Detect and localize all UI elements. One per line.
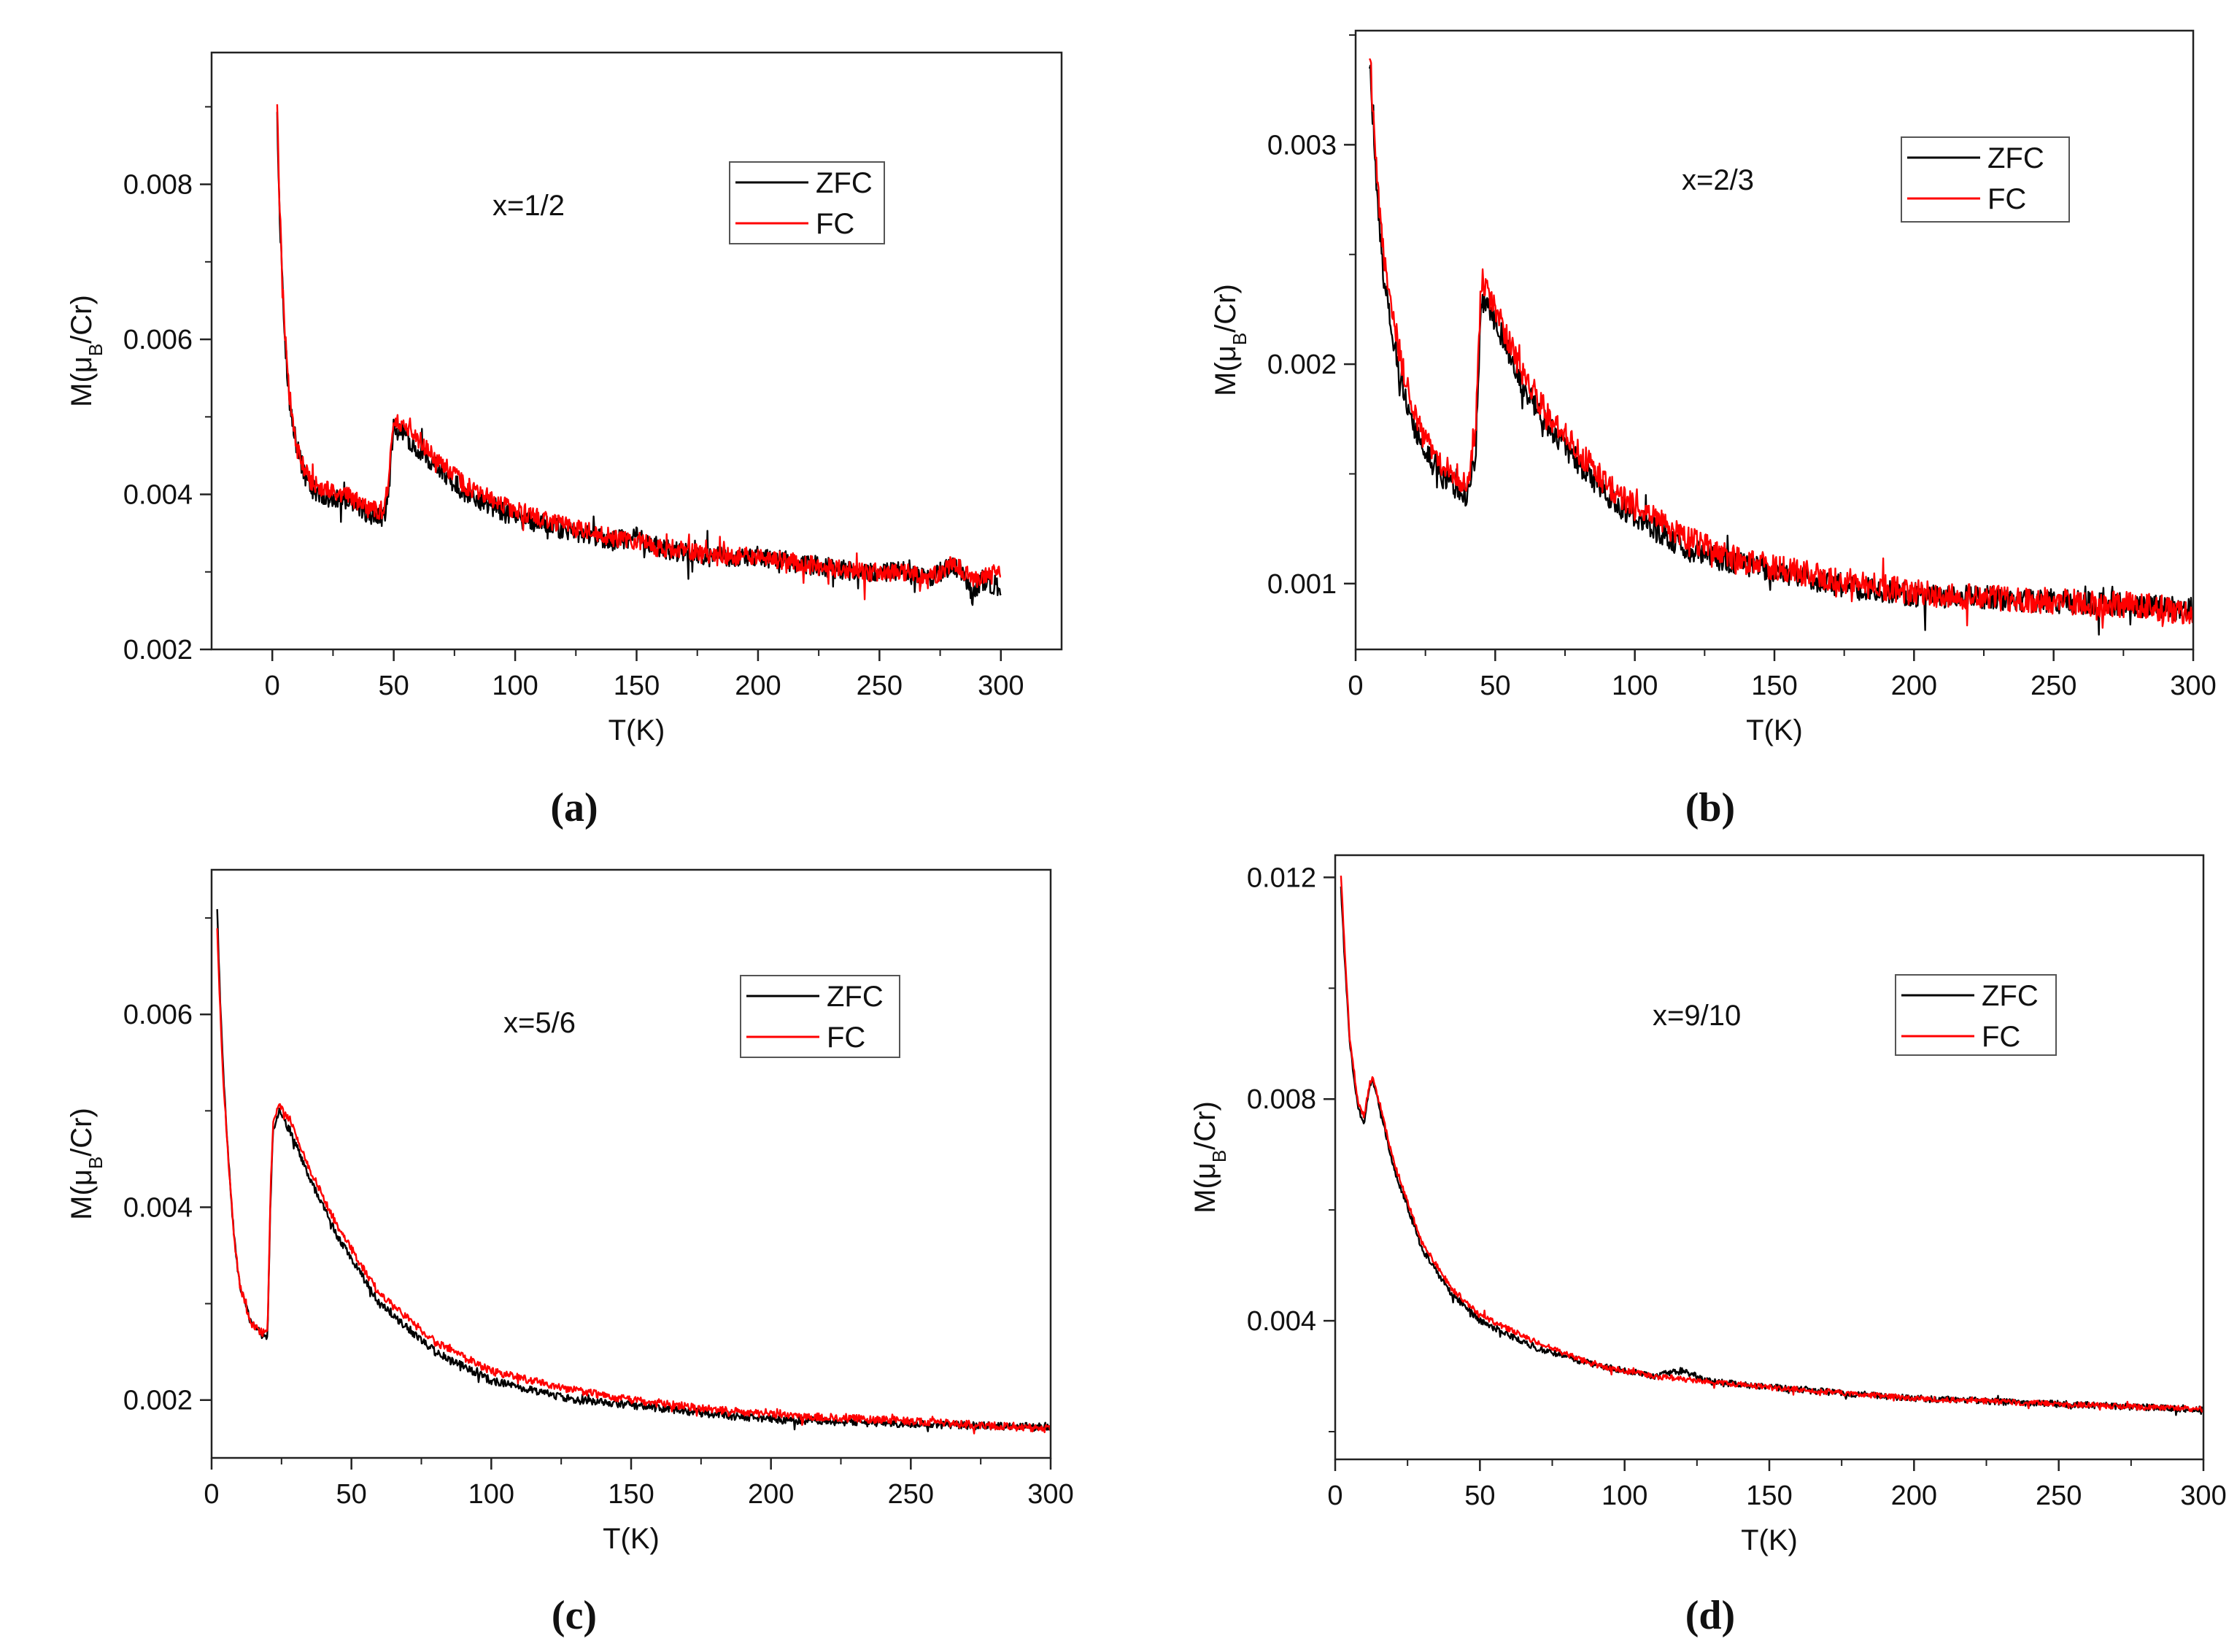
composition-annotation: x=1/2 bbox=[492, 190, 565, 222]
legend-label-zfc: ZFC bbox=[1982, 980, 2039, 1012]
y-tick-label: 0.004 bbox=[123, 1192, 193, 1223]
x-tick-label: 0 bbox=[265, 671, 280, 701]
x-tick-label: 250 bbox=[857, 671, 903, 701]
legend-box bbox=[1901, 136, 2070, 223]
legend-label-zfc: ZFC bbox=[1987, 142, 2044, 174]
series-line-fc bbox=[216, 928, 1051, 1435]
panels: 0 50 100 150 200 250 300 0.002 0.004 0.006 0.008 T(… bbox=[66, 29, 2227, 1556]
legend-box bbox=[1895, 974, 2057, 1056]
legend: ZFC FC bbox=[1895, 974, 2057, 1056]
panel-label-d: (d) bbox=[1685, 1593, 1735, 1638]
x-tick-label: 250 bbox=[2031, 671, 2076, 701]
x-axis-label: T(K) bbox=[1741, 1524, 1798, 1556]
x-axis-label: T(K) bbox=[603, 1523, 660, 1555]
legend-label-zfc: ZFC bbox=[816, 167, 873, 199]
series-group bbox=[1340, 876, 2203, 1416]
series-group bbox=[1368, 58, 2193, 636]
x-tick-label: 100 bbox=[468, 1479, 514, 1510]
x-tick-label: 50 bbox=[379, 671, 409, 701]
y-tick-label: 0.002 bbox=[123, 1386, 193, 1416]
x-tick-label: 200 bbox=[1891, 671, 1937, 701]
y-tick-label: 0.012 bbox=[1247, 862, 1316, 893]
y-tick-label: 0.003 bbox=[1267, 130, 1337, 161]
y-axis-label: M(μB/Cr) bbox=[66, 295, 107, 407]
series-line-zfc bbox=[216, 908, 1051, 1432]
legend-label-zfc: ZFC bbox=[827, 981, 884, 1013]
x-tick-label: 100 bbox=[492, 671, 538, 701]
x-tick-label: 150 bbox=[1751, 671, 1797, 701]
x-tick-label: 150 bbox=[1746, 1481, 1792, 1511]
y-axis-label: M(μB/Cr) bbox=[66, 1108, 107, 1220]
legend-box bbox=[740, 975, 900, 1058]
y-tick-label: 0.008 bbox=[123, 170, 193, 201]
x-axis-label: T(K) bbox=[1746, 714, 1803, 746]
chart-panel: 0 50 100 150 200 250 300 0.004 0.008 0.012 T(K) M(μ… bbox=[1189, 854, 2227, 1556]
x-tick-label: 50 bbox=[1480, 671, 1510, 701]
x-tick-label: 100 bbox=[1602, 1481, 1647, 1511]
composition-annotation: x=9/10 bbox=[1653, 1000, 1741, 1032]
chart-panel: 0 50 100 150 200 250 300 0.002 0.004 0.006 0.008 T(… bbox=[66, 51, 1063, 746]
legend-label-fc: FC bbox=[1982, 1021, 2020, 1053]
y-tick-label: 0.006 bbox=[123, 1000, 193, 1030]
panel-label-c: (c) bbox=[552, 1593, 597, 1638]
chart-panel: 0 50 100 150 200 250 300 0.002 0.004 0.006 T(K) M(μ… bbox=[66, 868, 1074, 1555]
x-tick-label: 200 bbox=[1891, 1481, 1937, 1511]
x-tick-label: 200 bbox=[735, 671, 781, 701]
y-tick-label: 0.006 bbox=[123, 325, 193, 355]
series-group bbox=[216, 908, 1051, 1435]
x-tick-label: 0 bbox=[1348, 671, 1363, 701]
x-tick-label: 50 bbox=[336, 1479, 367, 1510]
series-line-fc bbox=[276, 104, 1002, 601]
y-tick-label: 0.002 bbox=[1267, 350, 1337, 380]
x-tick-label: 300 bbox=[1027, 1479, 1073, 1510]
x-tick-label: 100 bbox=[1612, 671, 1658, 701]
series-line-fc bbox=[1369, 58, 2193, 629]
y-tick-label: 0.004 bbox=[1247, 1306, 1316, 1337]
x-tick-label: 200 bbox=[748, 1479, 794, 1510]
composition-annotation: x=2/3 bbox=[1682, 164, 1754, 196]
x-tick-label: 300 bbox=[2170, 671, 2216, 701]
legend-label-fc: FC bbox=[827, 1022, 865, 1054]
legend: ZFC FC bbox=[740, 975, 900, 1058]
y-tick-label: 0.002 bbox=[123, 635, 193, 665]
x-tick-label: 0 bbox=[1327, 1481, 1342, 1511]
chart-panel: 0 50 100 150 200 250 300 0.001 0.002 0.003 T(K) M(μ… bbox=[1210, 29, 2217, 746]
x-tick-label: 250 bbox=[2036, 1481, 2082, 1511]
series-group bbox=[276, 104, 1002, 606]
legend: ZFC FC bbox=[1901, 136, 2070, 223]
composition-annotation: x=5/6 bbox=[503, 1007, 576, 1039]
panel-label-b: (b) bbox=[1685, 785, 1735, 830]
y-tick-label: 0.008 bbox=[1247, 1084, 1316, 1115]
panel-label-a: (a) bbox=[550, 785, 598, 830]
y-tick-label: 0.004 bbox=[123, 480, 193, 511]
y-axis-label: M(μB/Cr) bbox=[1210, 284, 1251, 396]
legend-label-fc: FC bbox=[816, 208, 854, 240]
y-tick-label: 0.001 bbox=[1267, 569, 1337, 600]
x-tick-label: 150 bbox=[608, 1479, 654, 1510]
x-tick-label: 300 bbox=[978, 671, 1024, 701]
legend: ZFC FC bbox=[729, 161, 885, 244]
legend-box bbox=[729, 161, 885, 244]
x-tick-label: 300 bbox=[2180, 1481, 2226, 1511]
x-tick-label: 50 bbox=[1464, 1481, 1495, 1511]
x-tick-label: 250 bbox=[888, 1479, 934, 1510]
legend-label-fc: FC bbox=[1987, 183, 2026, 215]
y-axis-label: M(μB/Cr) bbox=[1189, 1101, 1230, 1213]
x-tick-label: 150 bbox=[614, 671, 660, 701]
x-axis-label: T(K) bbox=[608, 714, 665, 746]
x-tick-label: 0 bbox=[204, 1479, 219, 1510]
series-line-fc bbox=[1340, 876, 2203, 1413]
